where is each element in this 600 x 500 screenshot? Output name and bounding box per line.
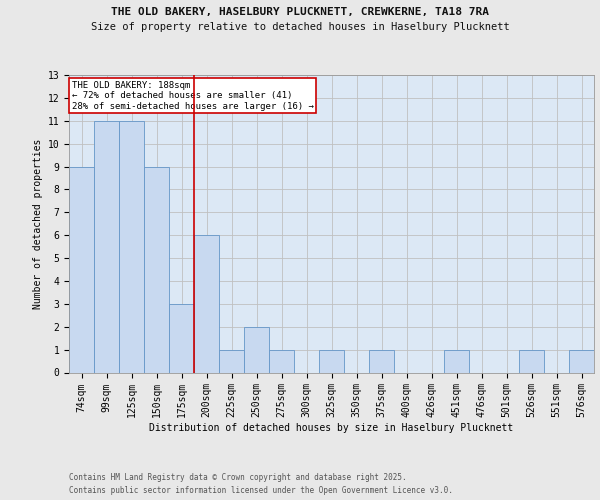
Bar [194,235,219,372]
Bar [219,350,244,372]
Text: Contains public sector information licensed under the Open Government Licence v3: Contains public sector information licen… [69,486,453,495]
Bar [319,350,344,372]
Text: Size of property relative to detached houses in Haselbury Plucknett: Size of property relative to detached ho… [91,22,509,32]
Bar [69,166,94,372]
Text: Contains HM Land Registry data © Crown copyright and database right 2025.: Contains HM Land Registry data © Crown c… [69,472,407,482]
Text: THE OLD BAKERY: 188sqm
← 72% of detached houses are smaller (41)
28% of semi-det: THE OLD BAKERY: 188sqm ← 72% of detached… [71,81,314,111]
Bar [519,350,544,372]
Bar [369,350,394,372]
Bar [144,166,169,372]
Text: THE OLD BAKERY, HASELBURY PLUCKNETT, CREWKERNE, TA18 7RA: THE OLD BAKERY, HASELBURY PLUCKNETT, CRE… [111,8,489,18]
Bar [244,326,269,372]
Bar [169,304,194,372]
X-axis label: Distribution of detached houses by size in Haselbury Plucknett: Distribution of detached houses by size … [149,423,514,433]
Bar [119,121,144,372]
Bar [569,350,594,372]
Y-axis label: Number of detached properties: Number of detached properties [34,138,43,309]
Bar [269,350,294,372]
Bar [444,350,469,372]
Bar [94,121,119,372]
